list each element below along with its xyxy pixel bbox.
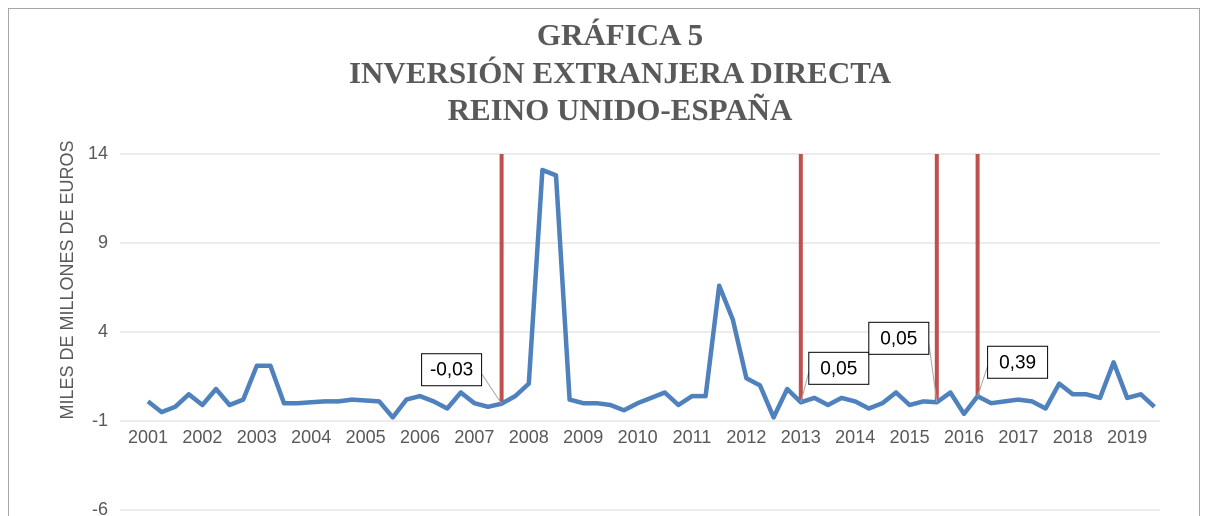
x-tick-label: 2009	[563, 427, 603, 447]
data-label: 0,05	[880, 328, 917, 349]
y-axis-label: MILES DE MILLONES DE EUROS	[57, 140, 77, 419]
data-label-box	[808, 351, 870, 385]
data-label: -0,03	[430, 360, 473, 381]
x-tick-label: 2016	[944, 427, 984, 447]
line-series	[146, 167, 1156, 420]
data-label-box	[421, 353, 483, 387]
x-tick-label: 2005	[346, 427, 386, 447]
data-label: 0,39	[999, 352, 1036, 373]
y-tick-label: 4	[98, 321, 108, 341]
x-tick-label: 2014	[835, 427, 875, 447]
x-tick-label: 2017	[998, 427, 1038, 447]
x-tick-label: 2015	[890, 427, 930, 447]
data-label: 0,05	[820, 358, 857, 379]
x-tick-label: 2010	[618, 427, 658, 447]
leader-line	[800, 372, 810, 403]
x-tick-label: 2008	[509, 427, 549, 447]
leader-line	[977, 366, 989, 397]
y-tick-label: -6	[92, 499, 108, 516]
data-label-box	[987, 345, 1049, 379]
x-tick-label: 2002	[182, 427, 222, 447]
x-tick-label: 2006	[400, 427, 440, 447]
x-tick-label: 2003	[237, 427, 277, 447]
chart-title: REINO UNIDO-ESPAÑA	[448, 92, 793, 127]
data-label-box	[868, 321, 930, 355]
chart-title: INVERSIÓN EXTRANJERA DIRECTA	[349, 55, 892, 90]
x-tick-label: 2018	[1053, 427, 1093, 447]
y-tick-label: 9	[98, 232, 108, 252]
x-tick-label: 2004	[291, 427, 331, 447]
chart-title: GRÁFICA 5	[537, 17, 703, 52]
x-tick-label: 2019	[1107, 427, 1147, 447]
y-tick-label: 14	[88, 143, 108, 163]
x-tick-label: 2011	[673, 427, 712, 447]
x-tick-label: 2012	[726, 427, 766, 447]
leader-line	[481, 373, 503, 405]
x-tick-label: 2007	[454, 427, 494, 447]
y-tick-label: -1	[92, 410, 108, 430]
x-tick-label: 2013	[781, 427, 821, 447]
leader-line	[928, 342, 938, 403]
chart-frame	[8, 8, 1200, 516]
x-tick-label: 2001	[128, 427, 168, 447]
